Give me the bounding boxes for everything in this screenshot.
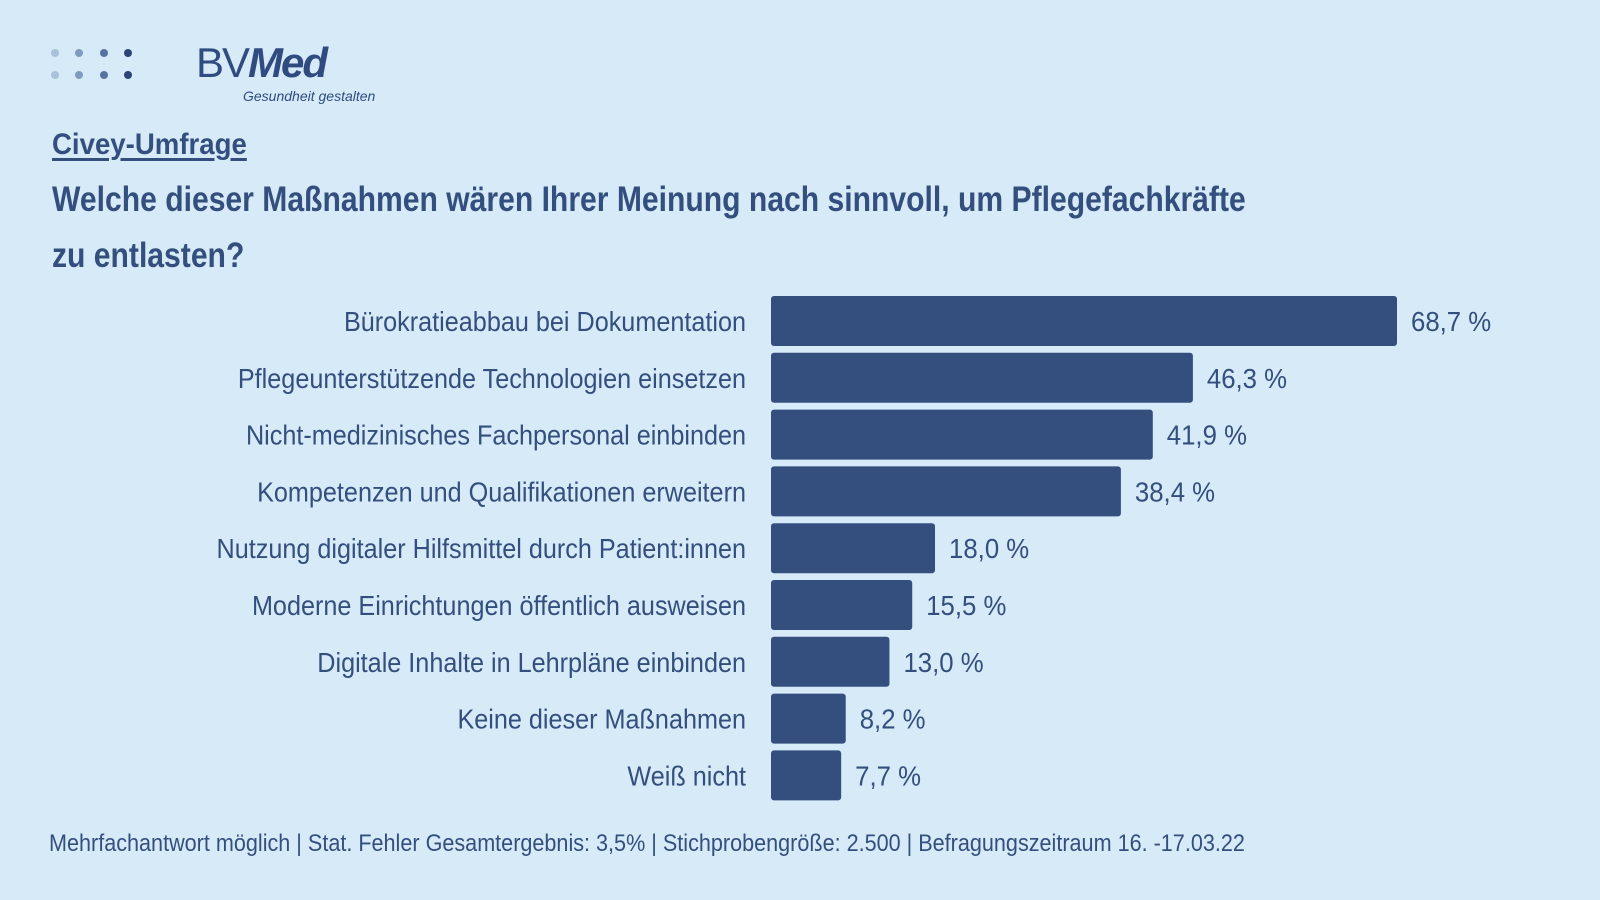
survey-label: Civey-Umfrage bbox=[52, 128, 247, 161]
bar bbox=[771, 352, 1193, 403]
value-label: 68,7 % bbox=[1411, 306, 1491, 337]
category-label: Kompetenzen und Qualifikationen erweiter… bbox=[257, 476, 746, 507]
logo-dot bbox=[51, 71, 59, 79]
logo-dot bbox=[124, 49, 132, 57]
value-label: 46,3 % bbox=[1207, 363, 1287, 394]
chart-title-line-2: zu entlasten? bbox=[52, 236, 245, 275]
value-label: 18,0 % bbox=[949, 533, 1029, 564]
bar bbox=[771, 750, 842, 801]
bar bbox=[771, 466, 1121, 517]
brand-regular: BV bbox=[196, 39, 250, 86]
brand-bold: Med bbox=[248, 39, 328, 86]
category-label: Pflegeunterstützende Technologien einset… bbox=[238, 363, 746, 394]
value-label: 8,2 % bbox=[860, 704, 926, 735]
category-label: Keine dieser Maßnahmen bbox=[457, 704, 746, 735]
bvmed-logo: BVMed Gesundheit gestalten bbox=[48, 39, 375, 110]
value-label: 15,5 % bbox=[926, 590, 1006, 621]
logo-dot bbox=[100, 49, 108, 57]
category-label: Bürokratieabbau bei Dokumentation bbox=[344, 306, 746, 337]
category-label: Moderne Einrichtungen öffentlich ausweis… bbox=[252, 590, 746, 621]
logo-dot bbox=[100, 71, 108, 79]
chart-title-line-1: Welche dieser Maßnahmen wären Ihrer Mein… bbox=[52, 180, 1246, 219]
value-label: 38,4 % bbox=[1135, 476, 1215, 507]
category-label: Weiß nicht bbox=[627, 760, 746, 791]
logo-dot bbox=[75, 71, 83, 79]
category-label: Nicht-medizinisches Fachpersonal einbind… bbox=[246, 420, 746, 451]
value-label: 7,7 % bbox=[855, 760, 921, 791]
chart-footnote: Mehrfachantwort möglich | Stat. Fehler G… bbox=[49, 830, 1245, 857]
bar bbox=[771, 693, 846, 744]
bar bbox=[771, 523, 936, 574]
value-label: 41,9 % bbox=[1167, 420, 1247, 451]
bar bbox=[771, 296, 1397, 346]
category-label: Digitale Inhalte in Lehrpläne einbinden bbox=[317, 647, 746, 678]
logo-dot bbox=[75, 49, 83, 57]
brand-name: BVMed bbox=[196, 39, 328, 86]
logo-dot bbox=[124, 71, 132, 79]
chart-title: Welche dieser Maßnahmen wären Ihrer Mein… bbox=[52, 172, 1428, 284]
bar bbox=[771, 409, 1153, 460]
value-label: 13,0 % bbox=[903, 647, 983, 678]
bar bbox=[771, 636, 890, 687]
brand-tagline: Gesundheit gestalten bbox=[243, 88, 376, 104]
bar bbox=[771, 580, 913, 630]
logo-dot bbox=[51, 49, 59, 57]
category-label: Nutzung digitaler Hilfsmittel durch Pati… bbox=[217, 533, 746, 564]
